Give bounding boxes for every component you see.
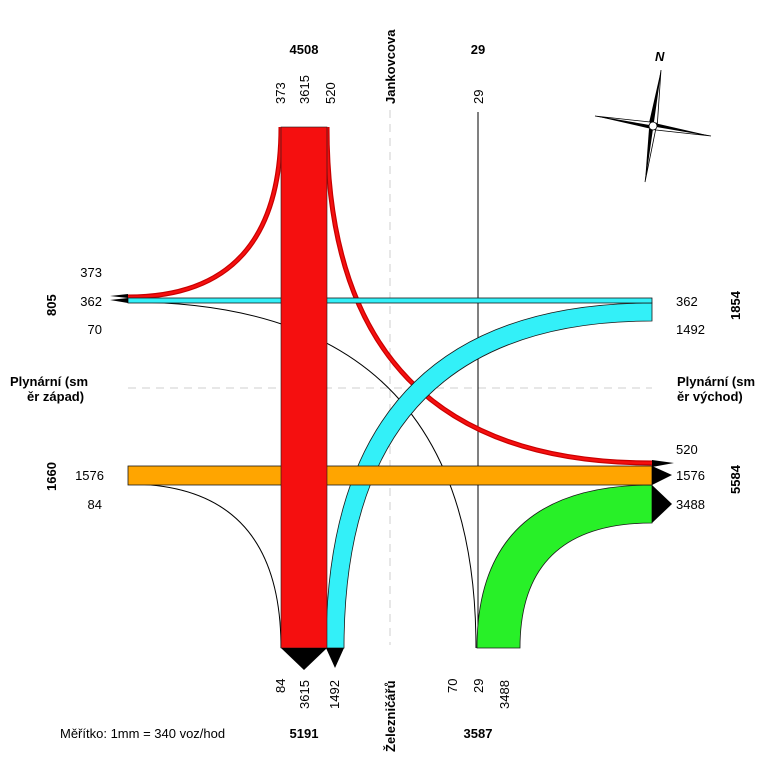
arrow-east-3488 — [652, 485, 672, 523]
compass-icon — [594, 69, 712, 183]
label-south-3488: 3488 — [497, 680, 512, 709]
street-east-line2: ěr východ) — [677, 389, 743, 404]
flow-west-to-east-362 — [127, 297, 653, 304]
label-west-362: 362 — [80, 294, 102, 309]
total-east-top: 1854 — [728, 290, 743, 320]
label-west-1576: 1576 — [75, 468, 104, 483]
label-north-520: 520 — [323, 82, 338, 104]
label-north-373: 373 — [273, 82, 288, 104]
scale-text: Měřítko: 1mm = 340 voz/hod — [60, 726, 225, 741]
label-north-29: 29 — [471, 90, 486, 104]
total-west-bottom: 1660 — [44, 462, 59, 491]
street-west-line1: Plynární (sm — [10, 374, 88, 389]
arrow-south-1492 — [326, 648, 344, 668]
flow-west-to-south-70 — [127, 301, 477, 649]
label-west-70: 70 — [88, 322, 102, 337]
street-north-label: Jankovcova — [383, 29, 398, 104]
total-west-top: 805 — [44, 294, 59, 316]
total-south-left: 5191 — [290, 726, 319, 741]
label-south-1492: 1492 — [327, 680, 342, 709]
label-south-70: 70 — [445, 679, 460, 693]
flow-north-to-east-520 — [324, 126, 653, 466]
flow-north-to-east-520-fill — [325, 126, 653, 465]
compass-n-label: N — [655, 49, 665, 64]
total-north-right: 29 — [471, 42, 485, 57]
flow-west-to-south-84 — [127, 483, 282, 649]
arrow-south-3615 — [281, 648, 327, 670]
label-east-362: 362 — [676, 294, 698, 309]
label-east-1492: 1492 — [676, 322, 705, 337]
street-west-line2: ěr západ) — [27, 389, 84, 404]
label-north-3615: 3615 — [297, 75, 312, 104]
total-south-right: 3587 — [464, 726, 493, 741]
flow-south-to-east-3488 — [476, 484, 653, 649]
flow-north-to-west-373-fill — [127, 126, 283, 299]
arrow-west-373 — [110, 294, 128, 298]
label-south-84: 84 — [273, 679, 288, 693]
street-south-label: Železničářů — [383, 680, 398, 752]
arrow-east-520 — [652, 460, 674, 467]
total-north-left: 4508 — [290, 42, 319, 57]
flow-north-to-west-373 — [127, 126, 284, 300]
arrow-east-1576 — [652, 466, 672, 485]
street-east-line1: Plynární (sm — [677, 374, 755, 389]
label-east-3488: 3488 — [676, 497, 705, 512]
label-east-1576: 1576 — [676, 468, 705, 483]
label-south-3615: 3615 — [297, 680, 312, 709]
label-west-373: 373 — [80, 265, 102, 280]
flow-north-to-south-3615 — [280, 126, 328, 649]
label-south-29: 29 — [471, 679, 486, 693]
label-east-520: 520 — [676, 442, 698, 457]
total-east-bottom: 5584 — [728, 464, 743, 494]
flow-west-to-east-1576 — [127, 465, 653, 486]
arrow-west-362 — [110, 298, 128, 303]
label-west-84: 84 — [88, 497, 102, 512]
